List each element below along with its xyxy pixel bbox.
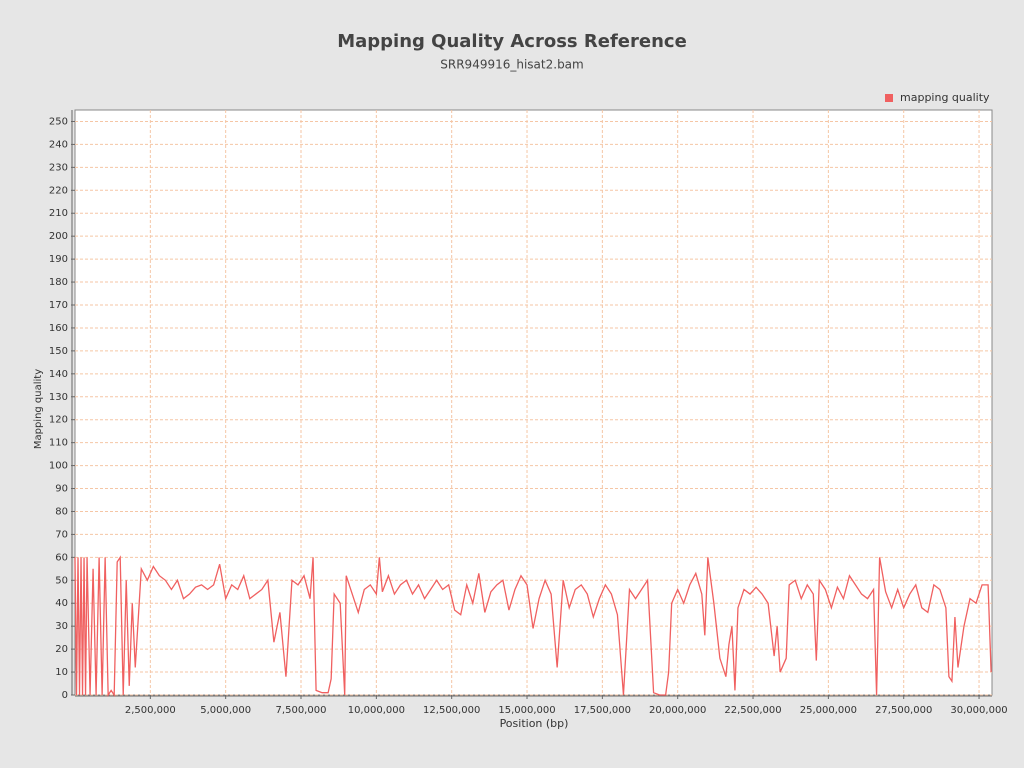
y-tick-label: 230 <box>49 162 68 173</box>
y-tick-label: 20 <box>55 644 68 655</box>
chart-title: Mapping Quality Across Reference <box>337 31 687 52</box>
x-axis-label: Position (bp) <box>500 717 569 730</box>
y-tick-label: 220 <box>49 185 68 196</box>
y-axis-label: Mapping quality <box>33 369 44 449</box>
y-tick-label: 150 <box>49 346 68 357</box>
y-tick-label: 70 <box>55 529 68 540</box>
legend-label: mapping quality <box>900 91 990 104</box>
y-tick-label: 200 <box>49 231 68 242</box>
x-tick-label: 7,500,000 <box>276 705 327 716</box>
y-tick-label: 120 <box>49 415 68 426</box>
x-tick-label: 25,000,000 <box>800 705 857 716</box>
chart-subtitle: SRR949916_hisat2.bam <box>440 58 583 72</box>
data-line <box>74 555 992 698</box>
y-tick-label: 190 <box>49 254 68 265</box>
x-tick-label: 17,500,000 <box>574 705 631 716</box>
y-tick-label: 140 <box>49 369 68 380</box>
legend-swatch <box>885 94 893 102</box>
y-tick-label: 80 <box>55 506 68 517</box>
x-tick-label: 30,000,000 <box>950 705 1007 716</box>
x-tick-label: 5,000,000 <box>200 705 251 716</box>
y-tick-label: 30 <box>55 621 68 632</box>
x-tick-label: 20,000,000 <box>649 705 706 716</box>
y-tick-label: 90 <box>55 484 68 495</box>
y-tick-label: 10 <box>55 667 68 678</box>
y-tick-label: 40 <box>55 598 68 609</box>
y-tick-label: 240 <box>49 139 68 150</box>
plot-area <box>74 109 993 696</box>
y-tick-label: 170 <box>49 300 68 311</box>
y-tick-label: 250 <box>49 116 68 127</box>
y-tick-label: 210 <box>49 208 68 219</box>
x-tick-label: 2,500,000 <box>125 705 176 716</box>
y-tick-label: 60 <box>55 552 68 563</box>
x-tick-label: 22,500,000 <box>724 705 781 716</box>
y-tick-label: 100 <box>49 461 68 472</box>
y-tick-label: 180 <box>49 277 68 288</box>
y-tick-label: 50 <box>55 575 68 586</box>
x-tick-label: 15,000,000 <box>498 705 555 716</box>
y-tick-label: 160 <box>49 323 68 334</box>
x-tick-label: 12,500,000 <box>423 705 480 716</box>
y-tick-label: 130 <box>49 392 68 403</box>
y-tick-label: 110 <box>49 438 68 449</box>
x-tick-label: 27,500,000 <box>875 705 932 716</box>
y-tick-label: 0 <box>62 690 68 701</box>
x-tick-label: 10,000,000 <box>348 705 405 716</box>
